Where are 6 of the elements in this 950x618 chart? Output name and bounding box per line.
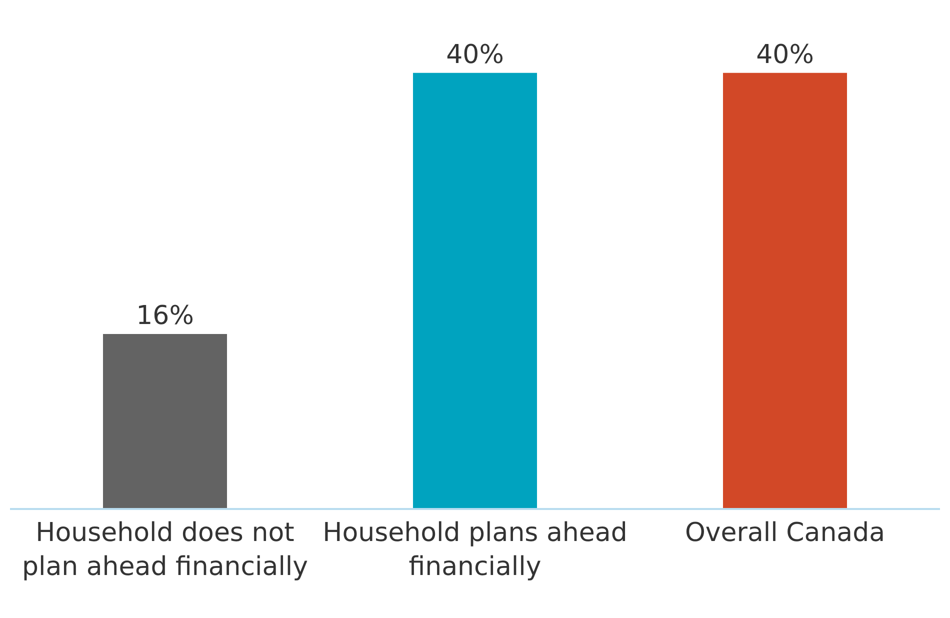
data-label: 40% bbox=[756, 40, 814, 70]
data-label: 16% bbox=[136, 300, 194, 331]
data-label: 40% bbox=[446, 40, 504, 70]
x-tick-label: Household plans ahead financially bbox=[322, 518, 628, 582]
x-tick-label: Overall Canada bbox=[684, 518, 886, 548]
x-tick-label: Household does not plan ahead financially bbox=[22, 518, 308, 582]
